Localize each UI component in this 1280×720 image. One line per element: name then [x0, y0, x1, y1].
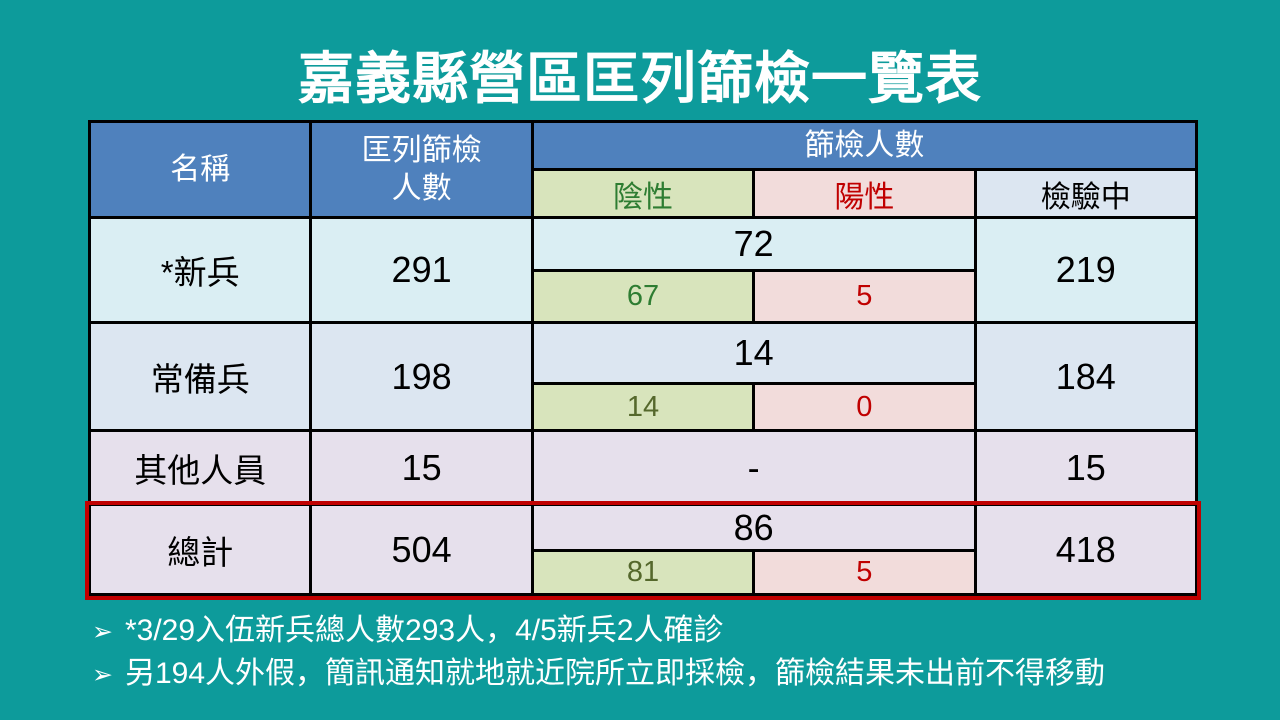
- note-item: ➢ 另194人外假，簡訊通知就地就近院所立即採檢，篩檢結果未出前不得移動: [92, 653, 1232, 696]
- total-positive-cell: 5: [752, 549, 977, 596]
- regulars-positive-cell: 0: [752, 382, 977, 432]
- others-listed-cell: 15: [309, 429, 534, 506]
- arrow-bullet-icon: ➢: [92, 661, 113, 689]
- total-listed-cell: 504: [309, 503, 534, 596]
- screened-header-cell: 篩檢人數: [530, 120, 1199, 171]
- regulars-negative-cell: 14: [530, 382, 756, 432]
- others-testing-cell: 15: [973, 429, 1199, 506]
- header-row-2: 陰性 陽性 檢驗中: [90, 168, 1199, 219]
- total-name-cell: 總計: [87, 503, 313, 596]
- recruits-screened-total-cell: 72: [530, 216, 977, 272]
- regulars-testing-cell: 184: [973, 321, 1199, 432]
- regulars-subrow: 14 0: [90, 382, 1197, 432]
- recruits-row: *新兵 291 72 219: [87, 216, 1199, 324]
- positive-header-cell: 陽性: [752, 168, 977, 219]
- regulars-row: 常備兵 198 14 184: [87, 321, 1199, 432]
- header-row-1: 名稱 匡列篩檢 人數 篩檢人數: [87, 120, 1199, 219]
- page-title: 嘉義縣營區匡列篩檢一覽表: [298, 47, 982, 110]
- recruits-testing-cell: 219: [973, 216, 1199, 324]
- recruits-positive-cell: 5: [752, 269, 977, 324]
- testing-header-cell: 檢驗中: [973, 168, 1199, 219]
- others-name-cell: 其他人員: [87, 429, 313, 506]
- listed-header-cell: 匡列篩檢 人數: [309, 120, 534, 219]
- listed-header-line2: 人數: [391, 171, 452, 205]
- note-text: 另194人外假，簡訊通知就地就近院所立即採檢，篩檢結果未出前不得移動: [124, 657, 1106, 690]
- regulars-listed-cell: 198: [309, 321, 534, 432]
- total-subrow: 81 5: [90, 549, 1197, 596]
- others-row: 其他人員 15 - 15: [87, 429, 1199, 506]
- arrow-bullet-icon: ➢: [92, 618, 113, 646]
- footnotes: ➢ *3/29入伍新兵總人數293人，4/5新兵2人確診 ➢ 另194人外假，簡…: [92, 610, 1232, 696]
- recruits-subrow: 67 5: [90, 269, 1197, 324]
- recruits-negative-cell: 67: [530, 269, 756, 324]
- note-item: ➢ *3/29入伍新兵總人數293人，4/5新兵2人確診: [92, 610, 1232, 653]
- total-testing-cell: 418: [973, 503, 1199, 596]
- screening-table: 名稱 匡列篩檢 人數 篩檢人數 陰性 陽性 檢驗中 *新兵 291 72 219…: [87, 120, 1199, 596]
- total-row: 總計 504 86 418: [87, 503, 1199, 596]
- recruits-listed-cell: 291: [309, 216, 534, 324]
- recruits-name-cell: *新兵: [87, 216, 313, 324]
- total-screened-total-cell: 86: [530, 503, 977, 552]
- regulars-name-cell: 常備兵: [87, 321, 313, 432]
- listed-header-line1: 匡列篩檢: [361, 134, 482, 167]
- others-screened-total-cell: -: [530, 429, 977, 506]
- name-header-cell: 名稱: [87, 120, 313, 219]
- negative-header-cell: 陰性: [530, 168, 756, 219]
- total-negative-cell: 81: [530, 549, 756, 596]
- note-text: *3/29入伍新兵總人數293人，4/5新兵2人確診: [124, 614, 724, 647]
- regulars-screened-total-cell: 14: [530, 321, 977, 385]
